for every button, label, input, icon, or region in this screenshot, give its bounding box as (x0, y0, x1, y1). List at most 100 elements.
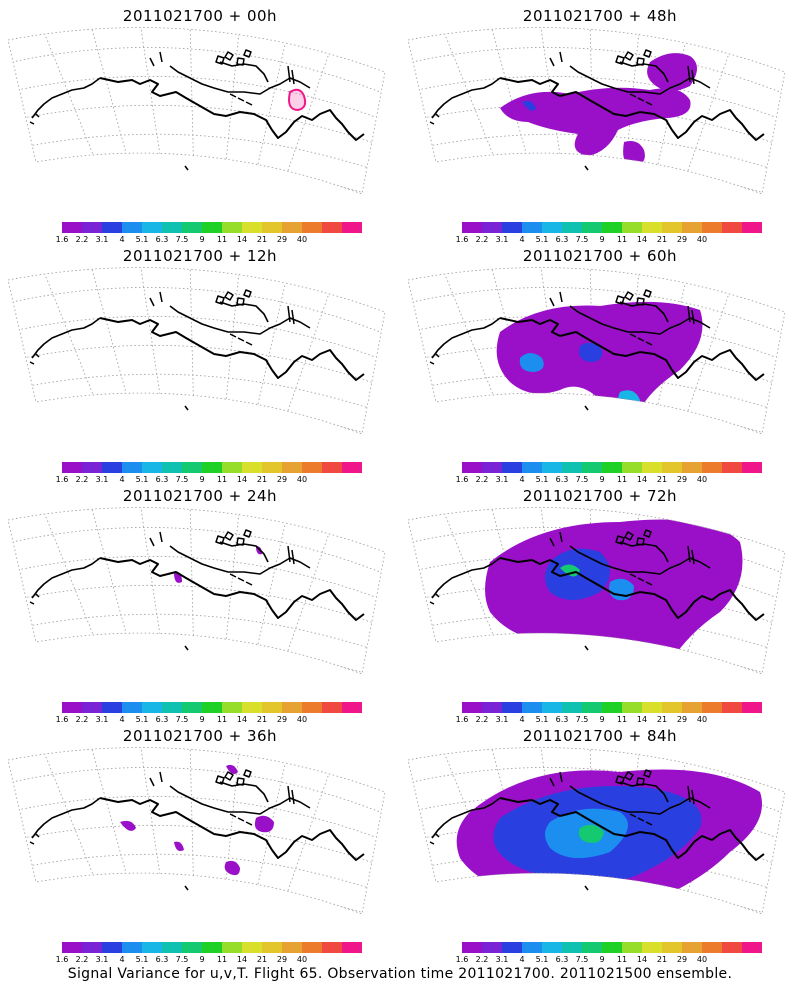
colorbar-tick-label: 9 (199, 475, 205, 484)
colorbar-swatch (82, 942, 102, 953)
colorbar-tick-label: 3.1 (95, 955, 109, 964)
colorbar-swatch (702, 942, 722, 953)
colorbar-swatch (502, 942, 522, 953)
colorbar-swatch (62, 942, 82, 953)
colorbar-swatch (722, 942, 742, 953)
colorbar-tick-label: 7.5 (175, 235, 189, 244)
colorbar-tick-label: 4 (119, 715, 125, 724)
coastline (29, 529, 365, 651)
panel-title: 2011021700 + 84h (522, 727, 678, 745)
colorbar-tick-label: 40 (696, 235, 708, 244)
variance-contour-fill (174, 841, 184, 851)
colorbar-tick-label: 9 (199, 235, 205, 244)
colorbar-swatch (102, 462, 122, 473)
colorbar (62, 942, 362, 953)
colorbar-swatch (502, 462, 522, 473)
panel-title: 2011021700 + 72h (522, 487, 678, 505)
colorbar-tick-label: 3.1 (495, 475, 509, 484)
colorbar-tick-label: 6.3 (555, 235, 569, 244)
colorbar-swatch (682, 702, 702, 713)
variance-contour-fill (647, 53, 697, 91)
colorbar-swatch (262, 462, 282, 473)
colorbar (462, 942, 762, 953)
colorbar-tick-label: 9 (199, 715, 205, 724)
panel-title: 2011021700 + 12h (122, 247, 278, 265)
colorbar-tick-label: 11 (616, 235, 628, 244)
colorbar-swatch (522, 702, 542, 713)
variance-contour-fill (560, 564, 580, 577)
colorbar-swatch (302, 702, 322, 713)
colorbar-swatch (142, 222, 162, 233)
colorbar-swatch (742, 462, 762, 473)
colorbar-tick-label: 14 (636, 955, 648, 964)
colorbar-tick-label: 2.2 (475, 235, 489, 244)
colorbar-swatch (182, 462, 202, 473)
colorbar-swatch (342, 462, 362, 473)
variance-contour-fill (579, 342, 603, 362)
colorbar-tick-label: 1.6 (455, 955, 469, 964)
map-panel: 2011021700 + 24h 1.6 2.2 3.1 4 5.1 6.3 7.5 9 11 1… (0, 480, 400, 724)
colorbar-ticks: 1.6 2.2 3.1 4 5.1 6.3 7.5 9 11 14 21 29 40 (456, 715, 762, 725)
colorbar-tick-label: 21 (656, 715, 668, 724)
colorbar-swatch (82, 462, 102, 473)
colorbar-tick-label: 7.5 (575, 955, 589, 964)
map-graticule (11, 267, 381, 434)
panel-title: 2011021700 + 48h (522, 7, 678, 25)
colorbar-swatch (322, 702, 342, 713)
coastline (429, 769, 765, 891)
colorbar-swatch (582, 462, 602, 473)
colorbar-tick-label: 3.1 (95, 715, 109, 724)
colorbar-swatch (242, 222, 262, 233)
colorbar-swatch (242, 702, 262, 713)
colorbar-ticks: 1.6 2.2 3.1 4 5.1 6.3 7.5 9 11 14 21 29 40 (56, 475, 362, 485)
colorbar-swatch (122, 942, 142, 953)
colorbar (462, 222, 762, 233)
colorbar-tick-label: 7.5 (575, 475, 589, 484)
variance-contour-fill (120, 820, 136, 831)
colorbar-swatch (662, 942, 682, 953)
polar-stereographic-map (7, 27, 386, 195)
colorbar-swatch (82, 222, 102, 233)
colorbar-tick-label: 7.5 (575, 715, 589, 724)
colorbar-swatch (322, 222, 342, 233)
coastline (429, 289, 765, 411)
colorbar-tick-label: 11 (216, 235, 228, 244)
colorbar-tick-label: 4 (119, 955, 125, 964)
colorbar-swatch (622, 222, 642, 233)
colorbar-swatch (482, 222, 502, 233)
colorbar-swatch (102, 222, 122, 233)
polar-stereographic-map (407, 267, 786, 435)
colorbar-swatch (682, 942, 702, 953)
colorbar-swatch (302, 222, 322, 233)
colorbar-tick-label: 14 (236, 475, 248, 484)
colorbar-swatch (122, 222, 142, 233)
colorbar-swatch (662, 462, 682, 473)
colorbar-swatch (702, 702, 722, 713)
colorbar-tick-label: 9 (599, 475, 605, 484)
map-boundary (407, 747, 786, 915)
polar-stereographic-map (7, 267, 386, 435)
colorbar-tick-label: 7.5 (175, 955, 189, 964)
colorbar-tick-label: 14 (236, 955, 248, 964)
colorbar-swatch (642, 462, 662, 473)
colorbar-swatch (282, 462, 302, 473)
colorbar-swatch (542, 462, 562, 473)
colorbar-tick-label: 1.6 (55, 955, 69, 964)
colorbar-swatch (202, 462, 222, 473)
colorbar-tick-label: 2.2 (75, 955, 89, 964)
colorbar-tick-label: 14 (236, 235, 248, 244)
colorbar-tick-label: 9 (199, 955, 205, 964)
colorbar-tick-label: 21 (656, 235, 668, 244)
colorbar-swatch (582, 702, 602, 713)
panel-title: 2011021700 + 36h (122, 727, 278, 745)
colorbar-swatch (722, 222, 742, 233)
colorbar-tick-label: 29 (676, 955, 688, 964)
colorbar-tick-label: 29 (676, 235, 688, 244)
coastline (429, 529, 765, 651)
colorbar-swatch (182, 222, 202, 233)
colorbar-tick-label: 4 (519, 955, 525, 964)
colorbar-tick-label: 3.1 (95, 235, 109, 244)
colorbar-tick-label: 6.3 (155, 715, 169, 724)
colorbar-swatch (462, 702, 482, 713)
colorbar-swatch (522, 462, 542, 473)
